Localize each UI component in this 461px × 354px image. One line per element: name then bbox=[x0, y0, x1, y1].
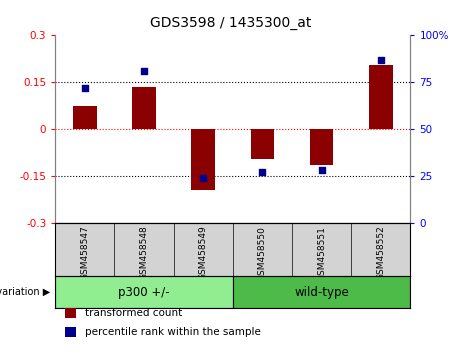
Text: wild-type: wild-type bbox=[294, 286, 349, 298]
Bar bbox=[191, 129, 215, 190]
Point bbox=[200, 175, 207, 181]
Text: GSM458547: GSM458547 bbox=[80, 226, 89, 280]
Point bbox=[140, 68, 148, 74]
Bar bbox=[369, 65, 392, 129]
Bar bbox=[73, 106, 97, 129]
Text: p300 +/-: p300 +/- bbox=[118, 286, 170, 298]
Text: percentile rank within the sample: percentile rank within the sample bbox=[85, 327, 261, 337]
Text: GSM458549: GSM458549 bbox=[199, 226, 208, 280]
Text: GDS3598 / 1435300_at: GDS3598 / 1435300_at bbox=[150, 16, 311, 30]
Text: GSM458552: GSM458552 bbox=[376, 226, 385, 280]
Text: GSM458551: GSM458551 bbox=[317, 226, 326, 281]
Bar bbox=[310, 129, 333, 165]
Point bbox=[259, 170, 266, 175]
Text: genotype/variation ▶: genotype/variation ▶ bbox=[0, 287, 51, 297]
Point bbox=[318, 168, 325, 173]
Text: GSM458550: GSM458550 bbox=[258, 226, 267, 281]
Bar bbox=[233, 276, 410, 308]
Text: GSM458548: GSM458548 bbox=[140, 226, 148, 280]
Text: transformed count: transformed count bbox=[85, 308, 183, 318]
Bar bbox=[251, 129, 274, 159]
Bar bbox=[132, 87, 156, 129]
Point bbox=[81, 85, 89, 91]
Bar bbox=[55, 276, 233, 308]
Point bbox=[377, 57, 384, 63]
